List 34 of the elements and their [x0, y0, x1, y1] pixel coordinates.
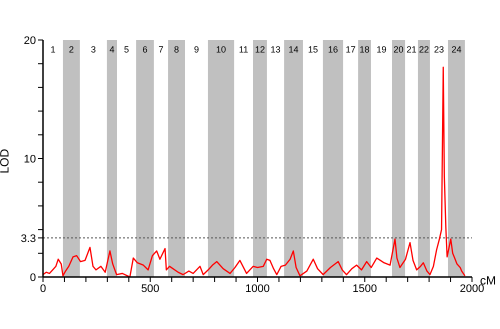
x-tick-label: 1500	[352, 282, 377, 295]
line-series	[43, 66, 466, 277]
band-label: 12	[254, 44, 265, 54]
band-label: 4	[109, 44, 114, 54]
annotation: 21	[406, 44, 417, 54]
band-label: 20	[394, 44, 404, 54]
annotation: 11	[238, 44, 248, 54]
annotation: 5	[124, 44, 130, 54]
y-tick-label: 20	[24, 34, 36, 47]
y-tick-label: 10	[24, 153, 36, 166]
annotation: 15	[308, 44, 318, 54]
y-axis-title: LOD	[0, 148, 12, 174]
annotation: 9	[194, 44, 199, 54]
y-tick-label: 3.3	[20, 232, 36, 245]
band-label: 10	[216, 44, 226, 54]
annotation: 3	[90, 44, 96, 54]
annotation: 7	[158, 44, 164, 54]
x-tick-label: 1000	[245, 282, 270, 295]
band-label: 6	[142, 44, 148, 54]
annotation: 19	[376, 44, 386, 54]
band-label: 14	[288, 44, 299, 54]
band-label: 22	[418, 44, 429, 54]
annotation: 17	[346, 44, 356, 54]
annotation: 13	[270, 44, 281, 54]
annotation: 1	[50, 44, 56, 54]
band-label: 24	[451, 44, 462, 54]
band-label: 8	[174, 44, 180, 54]
annotation: 23	[434, 44, 444, 54]
x-tick-label: 500	[141, 282, 160, 295]
y-tick-label: 0	[30, 272, 36, 284]
band-label: 2	[68, 44, 74, 54]
band-label: 18	[360, 44, 370, 54]
band-label: 16	[328, 44, 338, 54]
x-tick-label: 0	[40, 282, 46, 295]
